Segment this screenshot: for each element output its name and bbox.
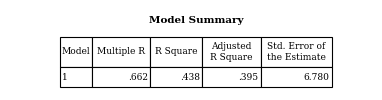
Bar (60, 37, 92, 67)
Text: Std. Error of
the Estimate: Std. Error of the Estimate (267, 42, 326, 62)
Text: .395: .395 (238, 73, 258, 82)
Bar (92, 67, 151, 88)
Bar (151, 67, 202, 88)
Text: Multiple R: Multiple R (97, 47, 145, 56)
Bar (151, 37, 202, 67)
Bar (261, 67, 332, 88)
Text: R Square: R Square (155, 47, 197, 56)
Text: .662: .662 (128, 73, 148, 82)
Bar (202, 67, 261, 88)
Text: Model: Model (62, 47, 90, 56)
Bar (202, 37, 261, 67)
Text: Model Summary: Model Summary (149, 16, 243, 25)
Text: .438: .438 (180, 73, 200, 82)
Bar (92, 37, 151, 67)
Text: 1: 1 (62, 73, 68, 82)
Bar (60, 67, 92, 88)
Bar (261, 37, 332, 67)
Text: 6.780: 6.780 (304, 73, 330, 82)
Text: Adjusted
R Square: Adjusted R Square (210, 42, 253, 62)
